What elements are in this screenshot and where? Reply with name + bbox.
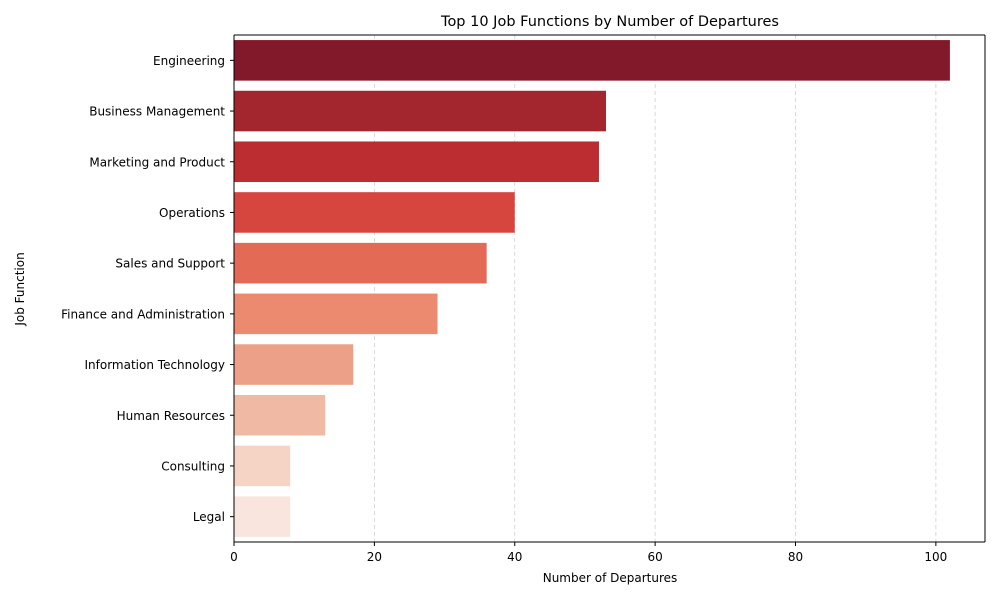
y-tick-label: Legal: [193, 510, 225, 524]
bar: [234, 90, 606, 132]
x-axis-label: Number of Departures: [543, 571, 678, 585]
y-tick-label: Consulting: [161, 459, 225, 473]
x-tick-label: 80: [788, 550, 803, 564]
bar: [234, 344, 354, 385]
x-tick-label: 60: [647, 550, 662, 564]
y-tick-label: Marketing and Product: [89, 155, 225, 169]
x-tick-label: 20: [367, 550, 382, 564]
y-tick-label: Human Resources: [117, 409, 225, 423]
x-tick-label: 40: [507, 550, 522, 564]
y-tick-label: Operations: [159, 206, 225, 220]
y-tick-label: Sales and Support: [115, 257, 225, 271]
bar: [234, 40, 950, 81]
bar: [234, 141, 599, 183]
x-tick-label: 0: [230, 550, 238, 564]
bar: [234, 496, 291, 537]
y-tick-label: Business Management: [89, 105, 225, 119]
bar: [234, 242, 487, 284]
y-tick-label: Engineering: [153, 54, 225, 68]
spines-layer: [233, 34, 986, 543]
y-axis-ticks: Engineering Business Management Marketing …: [61, 54, 234, 524]
y-tick-label: Information Technology: [85, 358, 226, 372]
bars-layer: [234, 40, 950, 537]
x-axis-ticks: 0 20 40 60 80 100: [230, 542, 947, 564]
bar: [234, 394, 326, 436]
bar: [234, 445, 291, 487]
bar: [234, 293, 438, 335]
y-axis-label: Job Function: [13, 252, 27, 326]
chart-title: Top 10 Job Functions by Number of Depart…: [440, 14, 779, 30]
bar: [234, 192, 515, 233]
y-tick-label: Finance and Administration: [61, 307, 225, 321]
x-tick-label: 100: [924, 550, 947, 564]
